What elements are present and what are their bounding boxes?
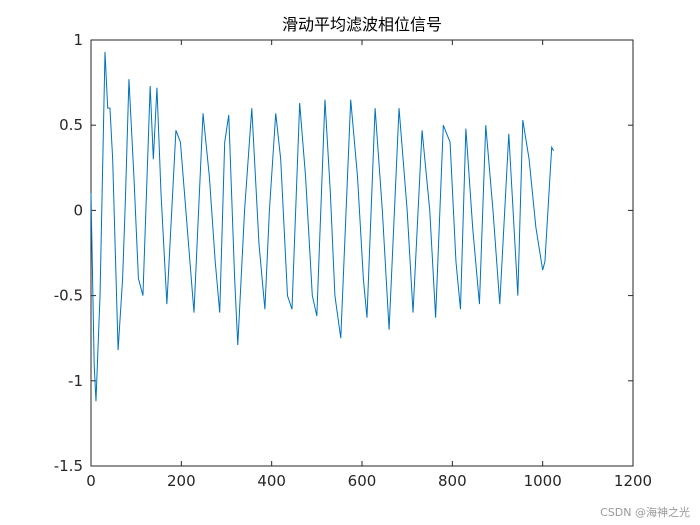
x-tick-label: 1000 — [524, 472, 562, 490]
x-tick-label: 0 — [86, 472, 96, 490]
watermark: CSDN @海神之光 — [600, 505, 690, 519]
y-tick-label: 1 — [73, 31, 83, 49]
x-tick-label: 400 — [257, 472, 286, 490]
x-tick-label: 200 — [167, 472, 196, 490]
x-tick-label: 1200 — [614, 472, 652, 490]
y-tick-label: 0.5 — [59, 116, 83, 134]
y-tick-label: 0 — [73, 201, 83, 219]
y-tick-label: -0.5 — [54, 287, 83, 305]
chart-title: 滑动平均滤波相位信号 — [282, 15, 442, 34]
x-tick-label: 800 — [438, 472, 467, 490]
x-tick-label: 600 — [348, 472, 377, 490]
data-line — [90, 51, 554, 402]
y-tick-label: -1 — [68, 372, 83, 390]
y-tick-label: -1.5 — [54, 457, 83, 475]
